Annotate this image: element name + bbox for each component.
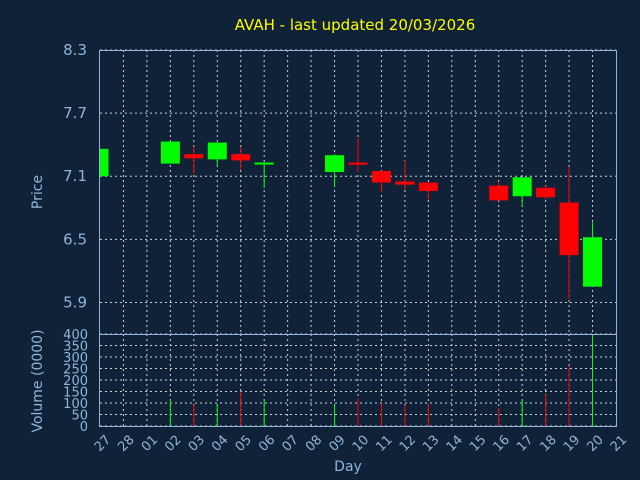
candle-body [395,181,415,185]
x-tick-label: 17 [514,433,536,455]
candle-body [160,141,180,164]
volume-tick-label: 50 [71,409,88,424]
x-tick-label: 16 [491,433,513,455]
volume-tick-label: 200 [63,374,88,389]
x-tick-label: 04 [209,433,231,455]
candle-body [207,142,227,160]
candle-body [536,187,556,198]
grid [100,49,616,427]
candlesticks [99,138,603,300]
axis-labels: 27 28 01 02 03 04 05 06 07 08 09 10 11 12 13 14 15 16 17 18… [63,41,630,455]
x-tick-label: 08 [303,433,325,455]
x-tick-label: 09 [326,433,348,455]
chart-title: AVAH - last updated 20/03/2026 [235,16,476,34]
volume-tick-label: 150 [63,386,88,401]
x-tick-label: 27 [92,433,114,455]
candle-body [231,154,251,161]
x-tick-label: 20 [584,433,606,455]
candle-body [325,155,345,173]
x-tick-label: 05 [233,433,255,455]
candle-body [100,148,109,177]
volume-tick-label: 100 [63,397,88,412]
candle-body [348,162,368,165]
volume-plot-frame [99,334,617,427]
volume-tick-label: 300 [63,351,88,366]
price-tick-label: 7.1 [63,167,87,185]
candle-body [489,185,509,201]
x-tick-label: 18 [538,433,560,455]
candle-body [418,182,438,191]
candle-body [184,154,204,159]
candle-body [371,170,391,183]
price-tick-label: 5.9 [63,293,87,311]
volume-tick-label: 0 [80,420,88,435]
volume-bars [99,334,594,426]
volume-tick-label: 350 [63,340,88,355]
candle-body [512,177,532,197]
x-tick-label: 01 [139,433,161,455]
x-tick-label: 07 [280,433,302,455]
volume-axis-label: Volume (0000) [30,329,46,432]
price-tick-label: 7.7 [63,104,87,122]
price-tick-label: 6.5 [63,230,87,248]
x-tick-label: 11 [373,433,395,455]
x-tick-label: 02 [162,433,184,455]
candle-body [583,237,603,287]
x-tick-label: 13 [420,433,442,455]
volume-tick-label: 250 [63,363,88,378]
x-tick-label: 19 [561,433,583,455]
x-tick-label: 14 [444,433,466,455]
x-tick-label: 21 [608,433,630,455]
x-tick-label: 03 [186,433,208,455]
x-tick-label: 06 [256,433,278,455]
candle-body [559,202,579,256]
x-axis-label: Day [334,459,362,475]
x-tick-label: 28 [115,433,137,455]
candle-body [254,162,274,165]
price-tick-label: 8.3 [63,41,87,59]
x-tick-label: 12 [397,433,419,455]
price-axis-label: Price [30,175,46,209]
volume-tick-label: 400 [63,328,88,343]
x-tick-label: 15 [467,433,489,455]
x-tick-label: 10 [350,433,372,455]
